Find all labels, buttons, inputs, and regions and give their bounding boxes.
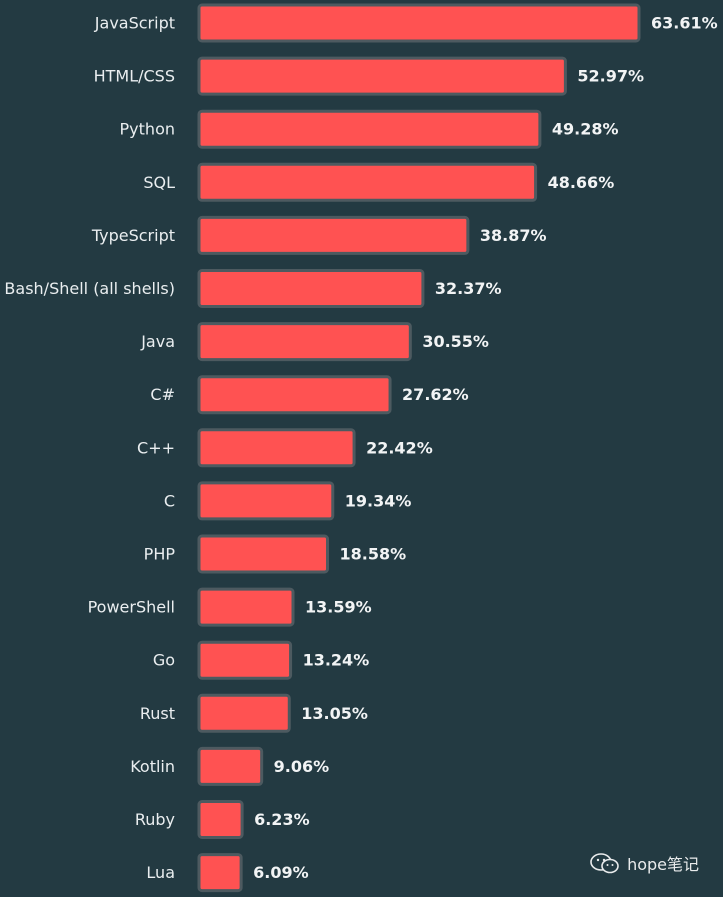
bar-c# (197, 375, 392, 415)
category-label: PHP (144, 545, 176, 564)
bar-java (197, 322, 412, 362)
value-label: 52.97% (577, 67, 644, 86)
bar-php (197, 534, 330, 574)
bar-rust (197, 693, 291, 733)
value-label: 48.66% (548, 173, 615, 192)
category-label: SQL (143, 173, 175, 192)
value-label: 19.34% (345, 491, 412, 510)
value-label: 13.05% (301, 704, 368, 723)
value-label: 13.24% (303, 651, 370, 670)
value-label: 9.06% (274, 757, 330, 776)
value-label: 27.62% (402, 385, 469, 404)
value-label: 32.37% (435, 279, 502, 298)
category-label: C# (150, 385, 175, 404)
bar-ruby (197, 800, 244, 839)
watermark: hope笔记 (589, 851, 699, 875)
bar-python (197, 109, 542, 149)
value-label: 6.23% (254, 810, 310, 829)
bar-sql (197, 162, 538, 202)
category-label: C (164, 491, 175, 510)
value-label: 38.87% (480, 226, 547, 245)
category-label: HTML/CSS (94, 67, 175, 86)
category-label: JavaScript (94, 14, 175, 33)
bar-powershell (197, 587, 295, 627)
bar-c++ (197, 428, 356, 468)
category-label: Kotlin (130, 757, 175, 776)
bar-go (197, 640, 293, 680)
value-label: 6.09% (253, 863, 309, 882)
category-label: Lua (146, 863, 175, 882)
category-label: TypeScript (91, 226, 175, 245)
bar-bash-shell-all-shells- (197, 269, 425, 308)
category-label: C++ (137, 438, 175, 457)
value-label: 49.28% (552, 120, 619, 139)
watermark-text: hope笔记 (627, 855, 699, 874)
category-label: Rust (140, 704, 175, 723)
category-label: Go (153, 651, 175, 670)
category-label: Bash/Shell (all shells) (4, 279, 175, 298)
category-label: Java (140, 332, 175, 351)
value-label: 18.58% (340, 545, 407, 564)
value-label: 30.55% (422, 332, 489, 351)
bar-c (197, 481, 335, 521)
bar-kotlin (197, 746, 264, 786)
bar-typescript (197, 215, 470, 255)
category-label: Ruby (135, 810, 175, 829)
category-label: Python (120, 120, 175, 139)
bar-javascript (197, 3, 641, 43)
value-label: 63.61% (651, 14, 718, 33)
category-label: PowerShell (88, 598, 175, 617)
value-label: 22.42% (366, 438, 433, 457)
value-label: 13.59% (305, 598, 372, 617)
bar-html-css (197, 56, 567, 96)
wechat-icon (590, 853, 619, 874)
bar-lua (197, 853, 243, 893)
